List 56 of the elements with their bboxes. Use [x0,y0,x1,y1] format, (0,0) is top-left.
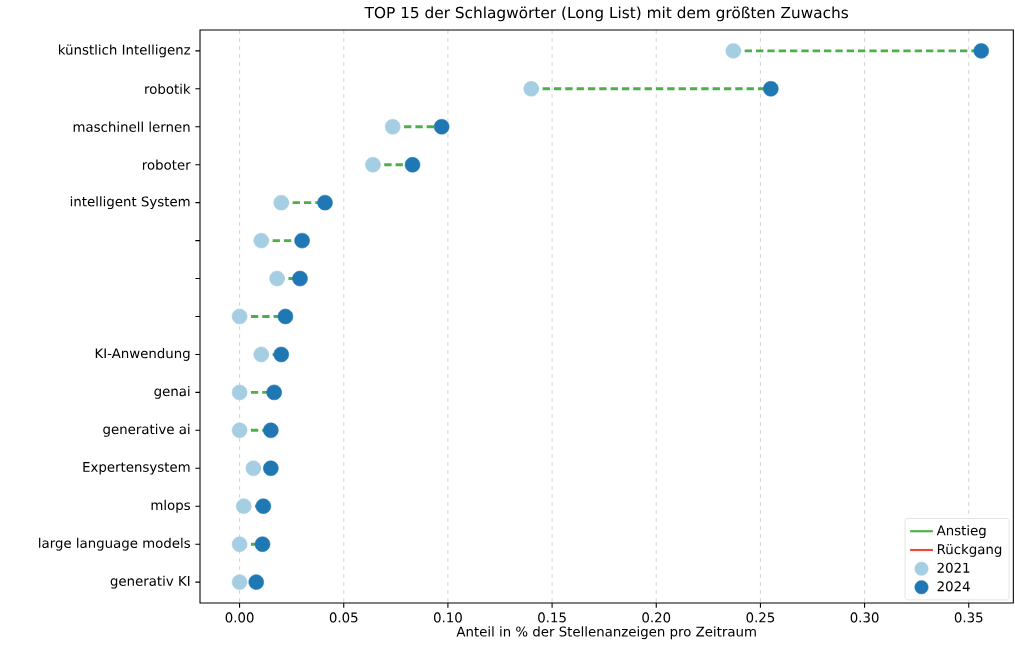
y-tick-label: Expertensystem [83,462,190,475]
x-axis-title: Anteil in % der Stellenanzeigen pro Zeitraum [456,626,756,640]
point [384,119,401,135]
y-tick-label: generativ KI [110,575,190,589]
point [725,43,742,59]
point [523,81,539,97]
point [317,194,333,211]
chart-title: TOP 15 der Schlagwörter (Long List) mit dem größten Zuwachs [364,6,848,22]
point [231,384,248,401]
point [231,574,248,590]
y-tick-label: künstlich Intelligenz [58,44,191,58]
y-tick-label: large language models [39,537,190,551]
y-tick-label: mlops [151,499,190,513]
point [973,43,989,59]
point [273,194,289,211]
point [404,156,421,173]
point [245,460,262,477]
y-tick-label: generative ai [103,423,190,437]
x-tick-label: 0.00 [225,612,254,623]
legend-label: 2021 [937,562,970,573]
point [266,384,282,401]
point [231,422,248,439]
legend-label: Anstieg [936,525,986,539]
point [255,498,272,514]
point [277,308,294,325]
y-tick-label: KI-Anwendung [95,347,190,361]
point [273,346,289,363]
point [254,536,271,552]
point [433,119,450,135]
point [231,308,248,325]
y-tick-label: maschinell lernen [73,121,190,132]
y-tick-label: genai [154,385,190,399]
point [263,460,279,477]
point [294,232,310,249]
point [263,422,279,439]
x-tick-label: 0.20 [642,612,671,623]
x-tick-label: 0.35 [954,612,983,623]
x-tick-label: 0.05 [329,612,358,623]
legend-label: Rückgang [937,543,1002,557]
point [292,270,308,287]
point [253,232,269,249]
point [365,156,381,173]
y-tick-label: intelligent System [70,196,190,210]
y-tick-label: robotik [145,83,191,94]
legend-label: 2024 [937,581,970,592]
point [253,346,269,363]
point [248,574,264,590]
point [231,536,248,552]
x-tick-label: 0.30 [850,612,879,623]
point [763,81,779,97]
x-tick-label: 0.25 [746,612,775,623]
point [236,498,252,514]
y-tick-label: roboter [142,159,191,170]
x-tick-label: 0.15 [538,612,566,623]
point [269,270,285,287]
x-tick-label: 0.10 [433,612,462,623]
